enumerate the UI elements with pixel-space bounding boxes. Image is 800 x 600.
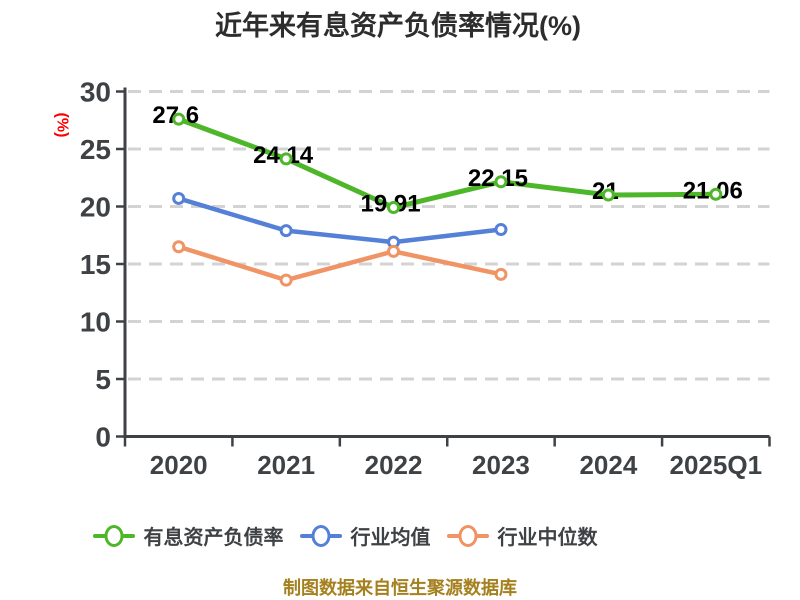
- chart-title: 近年来有息资产负债率情况(%): [215, 10, 581, 41]
- series-line-industry-median: [176, 244, 504, 283]
- legend-item-interest-bearing-debt-ratio[interactable]: 有息资产负债率: [92, 521, 284, 550]
- legend-line-icon: [92, 524, 135, 547]
- legend-item-label: 有息资产负债率: [143, 527, 284, 549]
- data-point-interest-bearing-debt-ratio-2020[interactable]: [172, 112, 186, 126]
- data-point-industry-median-2021[interactable]: [279, 273, 293, 287]
- y-tick-label: 30: [80, 77, 111, 108]
- data-point-interest-bearing-debt-ratio-2025Q1[interactable]: [709, 187, 723, 201]
- legend-item-label: 行业中位数: [497, 527, 598, 549]
- y-tick-label: 5: [95, 364, 111, 395]
- line-chart-canvas: 近年来有息资产负债率情况(%) (%) 0 5 10 15 20 25 30 2020 2021…: [54, 10, 771, 480]
- x-tick-label-2020: 2020: [150, 450, 208, 480]
- y-tick-label: 20: [80, 192, 111, 223]
- data-point-industry-median-2023[interactable]: [494, 267, 508, 281]
- x-tick-label-2025Q1: 2025Q1: [670, 450, 763, 480]
- legend-item-industry-median[interactable]: 行业中位数: [446, 521, 598, 550]
- y-tick-label: 10: [80, 307, 111, 338]
- x-tick-label-2022: 2022: [365, 450, 423, 480]
- data-point-industry-average-2020[interactable]: [172, 191, 186, 205]
- series-line-interest-bearing-debt-ratio: [176, 116, 719, 211]
- data-point-industry-median-2022[interactable]: [387, 244, 401, 258]
- chart-legend: 有息资产负债率 行业均值 行业中位数: [0, 521, 745, 550]
- y-tick-label: 15: [80, 249, 111, 280]
- y-axis-unit-label: (%): [54, 113, 71, 138]
- data-point-interest-bearing-debt-ratio-2023[interactable]: [494, 175, 508, 189]
- data-point-interest-bearing-debt-ratio-2021[interactable]: [279, 152, 293, 166]
- x-tick-label-2021: 2021: [257, 450, 315, 480]
- data-point-interest-bearing-debt-ratio-2022[interactable]: [387, 201, 401, 215]
- y-tick-label: 0: [95, 422, 111, 453]
- series-line-industry-average: [176, 196, 504, 245]
- data-point-industry-average-2021[interactable]: [279, 224, 293, 238]
- data-point-industry-average-2023[interactable]: [494, 223, 508, 236]
- legend-item-label: 行业均值: [350, 527, 431, 549]
- legend-line-icon: [299, 524, 342, 547]
- legend-line-icon: [446, 524, 489, 547]
- data-source-note: 制图数据来自恒生聚源数据库: [283, 578, 517, 598]
- x-tick-label-2023: 2023: [472, 450, 530, 480]
- legend-marker-icon: [311, 524, 330, 547]
- legend-marker-icon: [458, 524, 477, 547]
- data-point-industry-median-2020[interactable]: [172, 240, 186, 254]
- data-point-interest-bearing-debt-ratio-2024[interactable]: [601, 188, 615, 202]
- legend-marker-icon: [104, 524, 123, 547]
- y-tick-label: 25: [80, 134, 111, 165]
- legend-item-industry-average[interactable]: 行业均值: [299, 521, 431, 550]
- plot-area: 051015202530202020212022202320242025Q127…: [80, 77, 771, 480]
- x-tick-label-2024: 2024: [579, 450, 637, 480]
